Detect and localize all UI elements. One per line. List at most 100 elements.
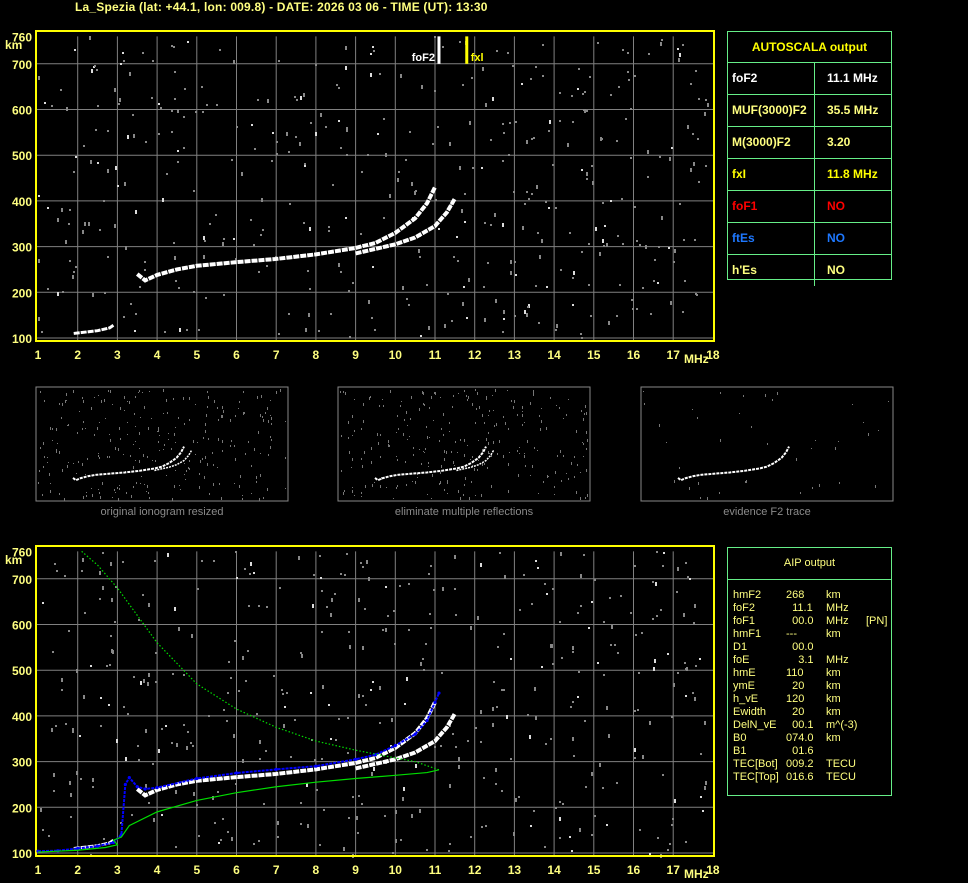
noise-echo bbox=[195, 404, 196, 405]
noise-echo bbox=[59, 493, 60, 495]
noise-echo bbox=[143, 454, 144, 457]
noise-echo bbox=[338, 263, 340, 267]
noise-echo bbox=[687, 125, 689, 129]
noise-echo bbox=[198, 835, 200, 837]
noise-echo bbox=[603, 674, 605, 676]
noise-echo bbox=[682, 44, 684, 46]
noise-echo bbox=[584, 413, 585, 415]
noise-echo bbox=[707, 497, 708, 500]
noise-echo bbox=[554, 494, 555, 495]
autoscala-row: h'Es NO bbox=[728, 255, 891, 286]
noise-echo bbox=[470, 459, 471, 460]
noise-echo bbox=[559, 817, 561, 821]
noise-echo bbox=[118, 498, 119, 501]
noise-echo bbox=[419, 256, 421, 258]
noise-echo bbox=[572, 646, 574, 650]
y-tick-label: 700 bbox=[12, 573, 32, 587]
noise-echo bbox=[346, 128, 348, 132]
noise-echo bbox=[60, 89, 62, 91]
aip-value: 268 bbox=[786, 589, 805, 601]
noise-echo bbox=[343, 492, 344, 495]
noise-echo bbox=[243, 412, 244, 415]
noise-echo bbox=[423, 669, 425, 671]
thumbnail-trace bbox=[154, 450, 193, 472]
noise-echo bbox=[480, 710, 482, 714]
noise-echo bbox=[630, 108, 632, 110]
noise-echo bbox=[535, 716, 537, 720]
noise-echo bbox=[533, 137, 535, 139]
noise-echo bbox=[104, 292, 106, 294]
noise-echo bbox=[546, 427, 547, 430]
noise-echo bbox=[122, 561, 124, 563]
thumbnail-trace bbox=[677, 446, 790, 482]
noise-echo bbox=[654, 259, 656, 261]
noise-echo bbox=[235, 458, 236, 461]
aip-unit bbox=[826, 641, 866, 654]
noise-echo bbox=[448, 850, 450, 852]
aip-unit: km bbox=[826, 693, 841, 705]
noise-echo bbox=[469, 121, 471, 125]
noise-echo bbox=[217, 407, 218, 409]
noise-echo bbox=[66, 107, 68, 111]
noise-echo bbox=[354, 430, 355, 432]
noise-echo bbox=[372, 46, 374, 48]
noise-echo bbox=[95, 129, 97, 131]
noise-echo bbox=[130, 303, 132, 305]
noise-echo bbox=[634, 565, 636, 567]
noise-echo bbox=[449, 431, 450, 432]
noise-echo bbox=[325, 126, 327, 128]
noise-echo bbox=[111, 598, 113, 602]
noise-echo bbox=[144, 484, 145, 485]
noise-echo bbox=[248, 441, 249, 443]
noise-echo bbox=[499, 440, 500, 443]
noise-echo bbox=[145, 729, 147, 733]
noise-echo bbox=[720, 439, 721, 442]
noise-echo bbox=[772, 399, 773, 401]
noise-echo bbox=[335, 739, 337, 741]
noise-echo bbox=[262, 416, 263, 418]
page-title: La_Spezia (lat: +44.1, lon: 009.8) - DAT… bbox=[75, 0, 488, 14]
x-axis-label: MHz bbox=[684, 352, 709, 366]
noise-echo bbox=[463, 494, 464, 496]
noise-echo bbox=[396, 432, 397, 433]
autoscala-row: foF1 NO bbox=[728, 191, 891, 223]
noise-echo bbox=[112, 650, 114, 654]
noise-echo bbox=[158, 430, 159, 432]
noise-echo bbox=[586, 178, 588, 180]
noise-echo bbox=[535, 560, 537, 562]
noise-echo bbox=[377, 133, 379, 135]
noise-echo bbox=[634, 75, 636, 77]
noise-echo bbox=[348, 437, 349, 439]
noise-echo bbox=[415, 190, 417, 192]
thumbnail-trace bbox=[72, 446, 185, 482]
noise-echo bbox=[231, 440, 232, 442]
thumbnail-frame bbox=[35, 386, 289, 502]
noise-echo bbox=[462, 84, 464, 86]
noise-echo bbox=[124, 410, 125, 411]
noise-echo bbox=[606, 243, 608, 247]
noise-echo bbox=[649, 721, 651, 725]
noise-echo bbox=[426, 849, 428, 851]
noise-echo bbox=[398, 428, 399, 430]
noise-echo bbox=[285, 421, 286, 422]
noise-echo bbox=[700, 796, 702, 798]
noise-echo bbox=[538, 493, 539, 494]
noise-echo bbox=[372, 266, 374, 268]
noise-echo bbox=[657, 282, 659, 284]
aip-value: 016.6 bbox=[786, 771, 814, 783]
noise-echo bbox=[525, 465, 526, 467]
noise-echo bbox=[642, 755, 644, 759]
noise-echo bbox=[537, 567, 539, 569]
noise-echo bbox=[472, 456, 473, 458]
noise-echo bbox=[429, 437, 430, 438]
noise-echo bbox=[348, 421, 349, 424]
noise-echo bbox=[465, 477, 466, 480]
noise-echo bbox=[484, 422, 485, 424]
noise-echo bbox=[358, 795, 360, 797]
noise-echo bbox=[68, 223, 70, 225]
noise-echo bbox=[191, 634, 193, 638]
noise-echo bbox=[97, 105, 99, 107]
noise-echo bbox=[530, 78, 532, 80]
noise-echo bbox=[767, 443, 768, 445]
noise-echo bbox=[641, 632, 643, 634]
